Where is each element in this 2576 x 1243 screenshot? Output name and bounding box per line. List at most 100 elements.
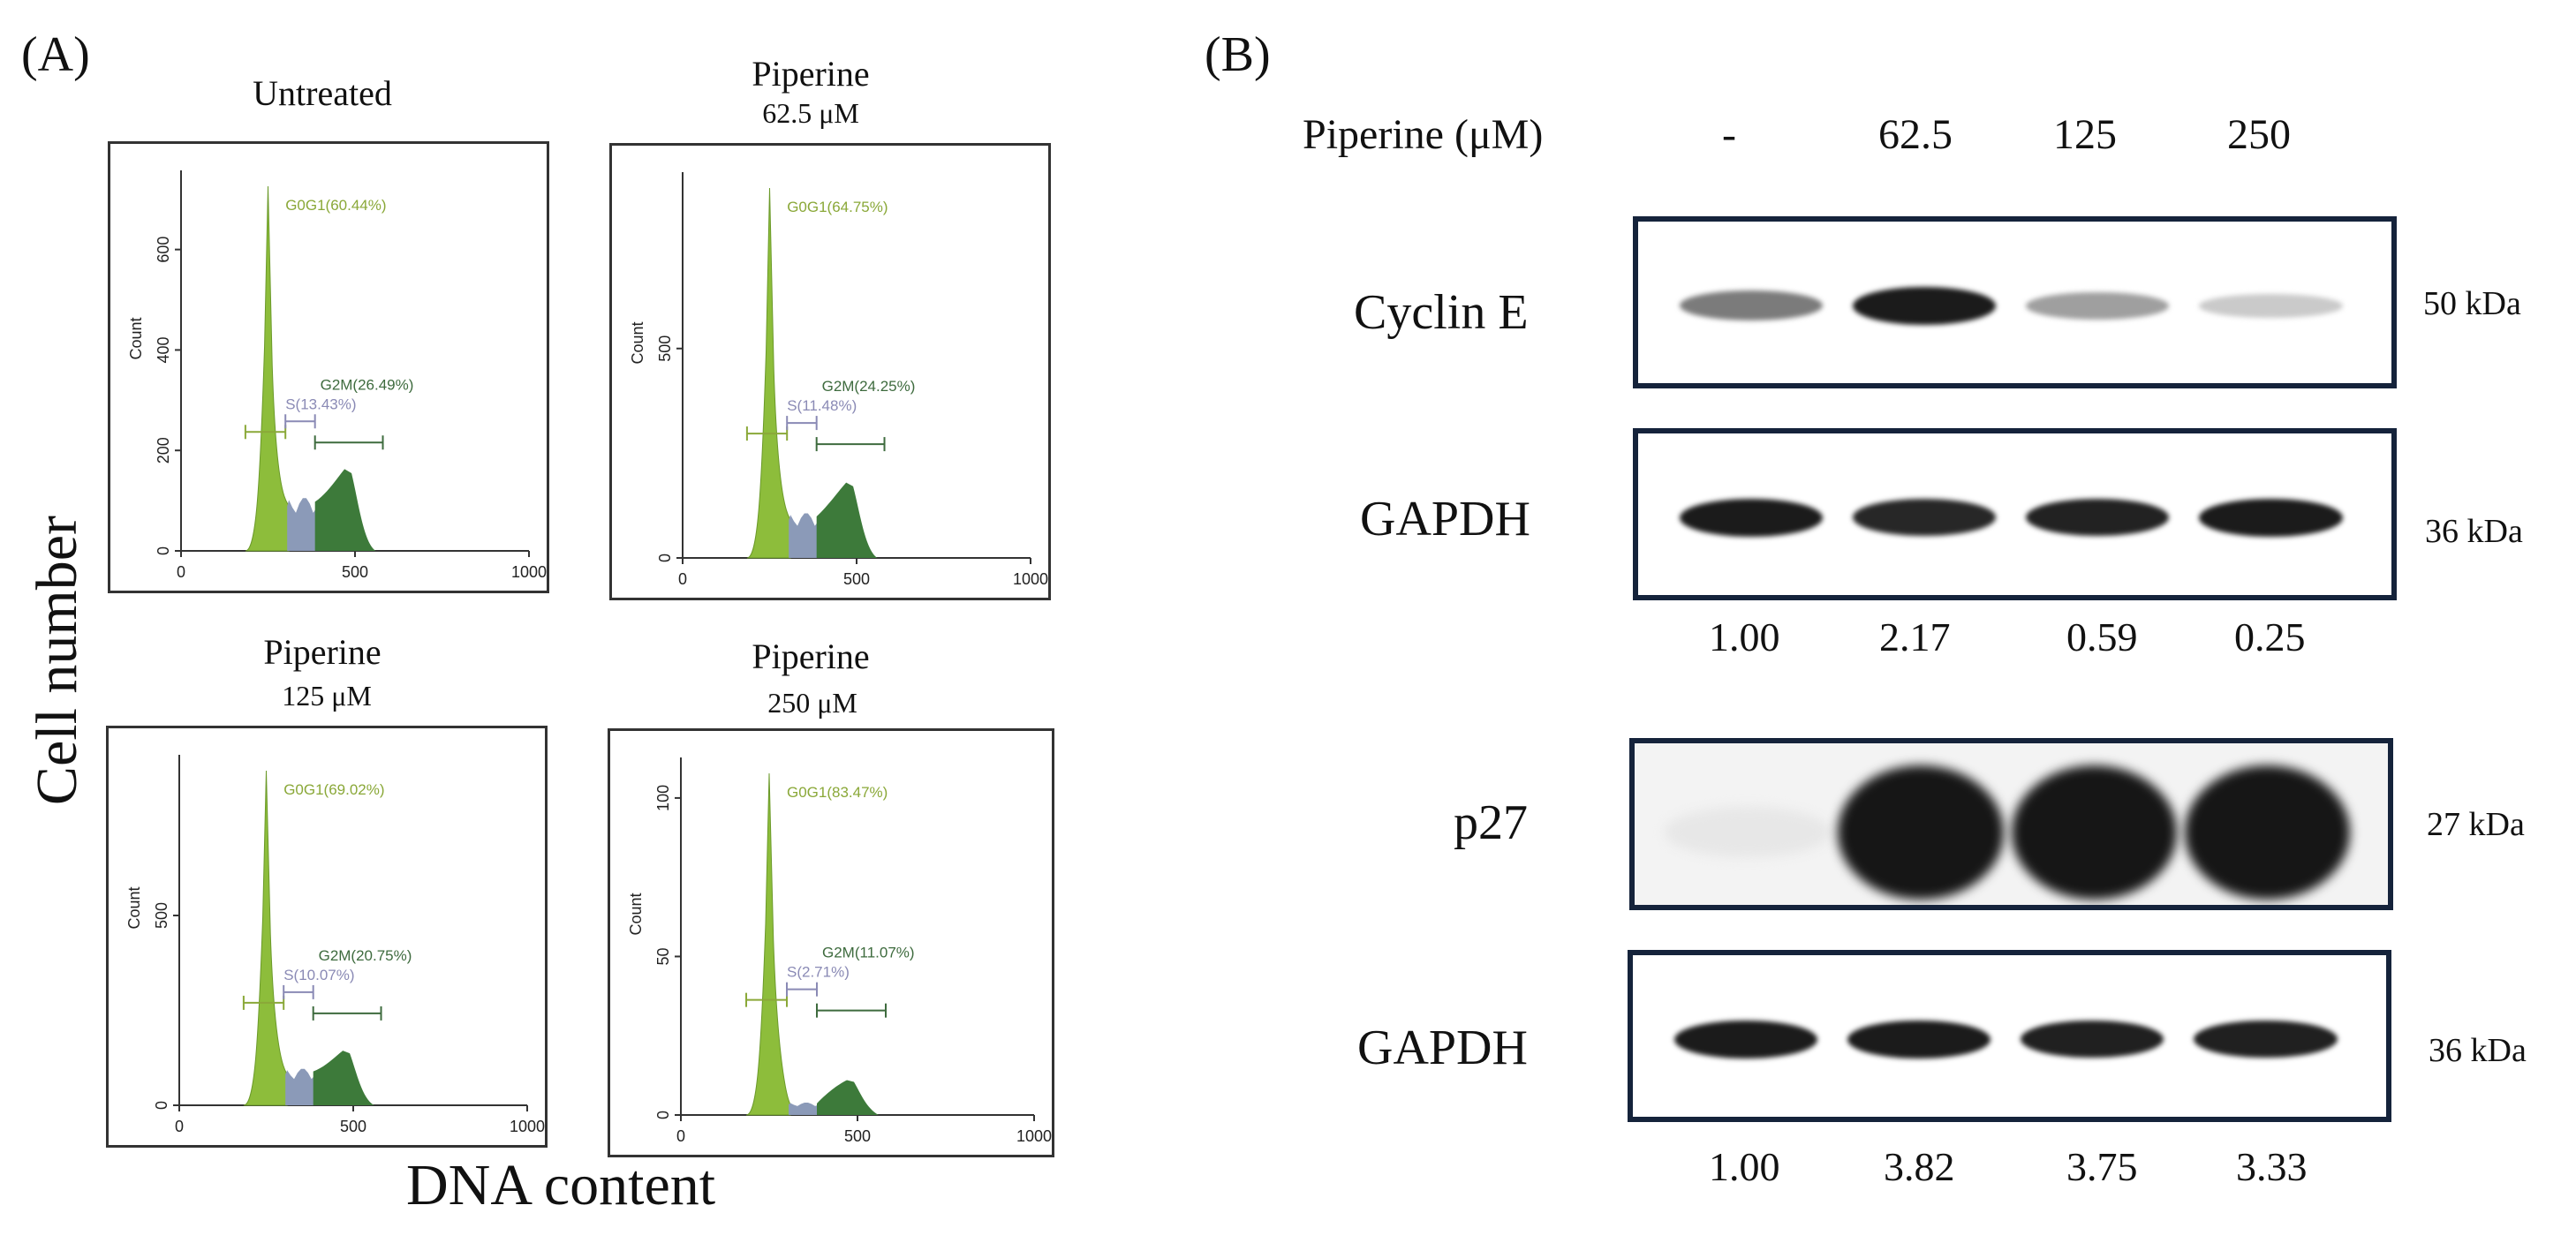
kda-cyclin-e: 50 kDa — [2423, 285, 2521, 322]
panel-a-label: (A) — [21, 27, 90, 82]
histogram-pip250: 0 500 1000 0 50 100 Count G0G1(83.47%) S(2.71%) G… — [608, 728, 1054, 1157]
y-tick-label: 600 — [155, 237, 172, 263]
histogram-plot: 0 500 1000 0 50 100 Count G0G1(83.47%) S(2.71%) G… — [627, 757, 1052, 1145]
g0g1-label: G0G1(69.02%) — [283, 781, 384, 798]
band-p27-lane-0 — [1665, 807, 1831, 857]
band-gapdh-2-lane-2 — [2021, 1020, 2164, 1058]
band-gapdh-2-lane-3 — [2194, 1020, 2338, 1058]
hist-title-untreated: Untreated — [253, 73, 392, 113]
y-tick-label: 0 — [153, 1101, 170, 1110]
x-tick-label: 0 — [678, 570, 687, 588]
g2m-peak — [816, 482, 878, 558]
g2m-label: G2M(11.07%) — [822, 945, 915, 961]
ratio-p27-1: 3.82 — [1884, 1144, 1955, 1189]
band-gapdh-2-lane-0 — [1673, 1020, 1817, 1058]
hist-title-pip625: Piperine — [752, 54, 870, 94]
band-p27-lane-2 — [2011, 765, 2178, 900]
ratio-p27-0: 1.00 — [1709, 1144, 1780, 1189]
g0g1-peak — [746, 187, 791, 559]
ratio-cyclin-e-0: 1.00 — [1709, 614, 1780, 659]
s-phase-region — [285, 1068, 315, 1105]
s-phase-region — [789, 1102, 819, 1115]
g0g1-label: G0G1(60.44%) — [285, 197, 386, 214]
ratio-p27-3: 3.33 — [2236, 1144, 2308, 1189]
ratio-p27-2: 3.75 — [2066, 1144, 2138, 1189]
ratio-cyclin-e-2: 0.59 — [2066, 614, 2138, 659]
s-label: S(2.71%) — [787, 964, 850, 981]
y-tick-label: 100 — [654, 785, 672, 811]
g0g1-peak — [243, 770, 288, 1106]
dose-1: 62.5 — [1878, 111, 1953, 158]
x-tick-label: 1000 — [511, 563, 547, 581]
histogram-pip625: 0 500 1000 0 500 Count G0G1(64.75%) S(11.48%) G2… — [609, 143, 1051, 600]
blot-gapdh-2 — [1628, 950, 2391, 1122]
y-axis-label: Cell number — [25, 515, 89, 806]
g2m-label: G2M(20.75%) — [319, 947, 412, 964]
g0g1-peak — [745, 772, 791, 1116]
band-p27-lane-3 — [2184, 765, 2351, 900]
y-axis-title: Count — [629, 321, 646, 364]
band-gapdh-2-lane-1 — [1847, 1020, 1991, 1058]
blot-label-cyclin-e: Cyclin E — [1354, 285, 1529, 340]
y-tick-label: 0 — [656, 554, 674, 562]
g0g1-label: G0G1(83.47%) — [787, 784, 888, 801]
g0g1-label: G0G1(64.75%) — [787, 199, 888, 215]
kda-p27: 27 kDa — [2427, 806, 2525, 843]
y-tick-label: 400 — [155, 336, 172, 363]
y-tick-label: 500 — [153, 902, 170, 929]
y-axis-title: Count — [127, 317, 145, 359]
g2m-label: G2M(24.25%) — [822, 378, 916, 395]
x-tick-label: 500 — [340, 1118, 366, 1135]
g2m-label: G2M(26.49%) — [321, 376, 414, 393]
s-phase-region — [287, 498, 317, 551]
blot-label-gapdh-2: GAPDH — [1357, 1021, 1528, 1075]
x-tick-label: 0 — [676, 1127, 685, 1145]
g2m-peak — [314, 469, 376, 551]
g2m-peak — [313, 1051, 374, 1105]
panel-b-label: (B) — [1205, 27, 1271, 82]
band-cyclin-e-lane-0 — [1679, 290, 1823, 321]
s-label: S(10.07%) — [283, 967, 354, 983]
band-gapdh-1-lane-2 — [2026, 499, 2170, 537]
x-tick-label: 1000 — [1016, 1127, 1052, 1145]
g0g1-peak — [245, 185, 290, 552]
dose-2: 125 — [2053, 111, 2117, 158]
hist-subtitle-pip625: 62.5 μM — [762, 97, 859, 129]
x-axis-label: DNA content — [406, 1153, 716, 1217]
band-p27-lane-1 — [1838, 765, 2004, 900]
y-tick-label: 50 — [654, 947, 672, 965]
histogram-pip125: 0 500 1000 0 500 Count G0G1(69.02%) S(10.07%) G2… — [106, 726, 548, 1148]
x-tick-label: 1000 — [1013, 570, 1048, 588]
blot-cyclin-e — [1633, 216, 2397, 388]
band-cyclin-e-lane-2 — [2026, 291, 2170, 320]
x-tick-label: 0 — [175, 1118, 184, 1135]
x-tick-label: 500 — [844, 1127, 871, 1145]
dose-3: 250 — [2227, 111, 2291, 158]
x-tick-label: 1000 — [510, 1118, 545, 1135]
x-tick-label: 0 — [177, 563, 185, 581]
treatment-label: Piperine (μM) — [1303, 111, 1544, 158]
band-gapdh-1-lane-1 — [1853, 499, 1997, 537]
y-tick-label: 200 — [155, 437, 172, 463]
hist-subtitle-pip125: 125 μM — [282, 680, 372, 712]
dose-0: - — [1722, 111, 1736, 158]
y-axis-title: Count — [125, 886, 143, 929]
s-phase-region — [789, 513, 819, 558]
ratio-cyclin-e-3: 0.25 — [2234, 614, 2306, 659]
hist-title-pip125: Piperine — [263, 632, 381, 672]
blot-label-p27: p27 — [1454, 795, 1528, 850]
y-tick-label: 500 — [656, 335, 674, 362]
hist-title-pip250: Piperine — [752, 637, 870, 676]
histogram-plot: 0 500 1000 0 500 Count G0G1(69.02%) S(10.07%) G2… — [125, 755, 545, 1135]
band-cyclin-e-lane-1 — [1853, 286, 1997, 325]
blot-p27 — [1629, 738, 2393, 910]
histogram-untreated: 0 500 1000 0 200 400 600 Count G0G1(60.44%) S(13.… — [108, 141, 549, 593]
histogram-plot: 0 500 1000 0 200 400 600 Count G0G1(60.44%) S(13.… — [127, 170, 547, 581]
x-tick-label: 500 — [843, 570, 870, 588]
kda-gapdh-1: 36 kDa — [2425, 513, 2523, 550]
band-gapdh-1-lane-3 — [2199, 498, 2343, 537]
kda-gapdh-2: 36 kDa — [2429, 1032, 2527, 1069]
s-label: S(13.43%) — [285, 396, 356, 412]
y-tick-label: 0 — [654, 1111, 672, 1119]
y-axis-title: Count — [627, 893, 645, 935]
